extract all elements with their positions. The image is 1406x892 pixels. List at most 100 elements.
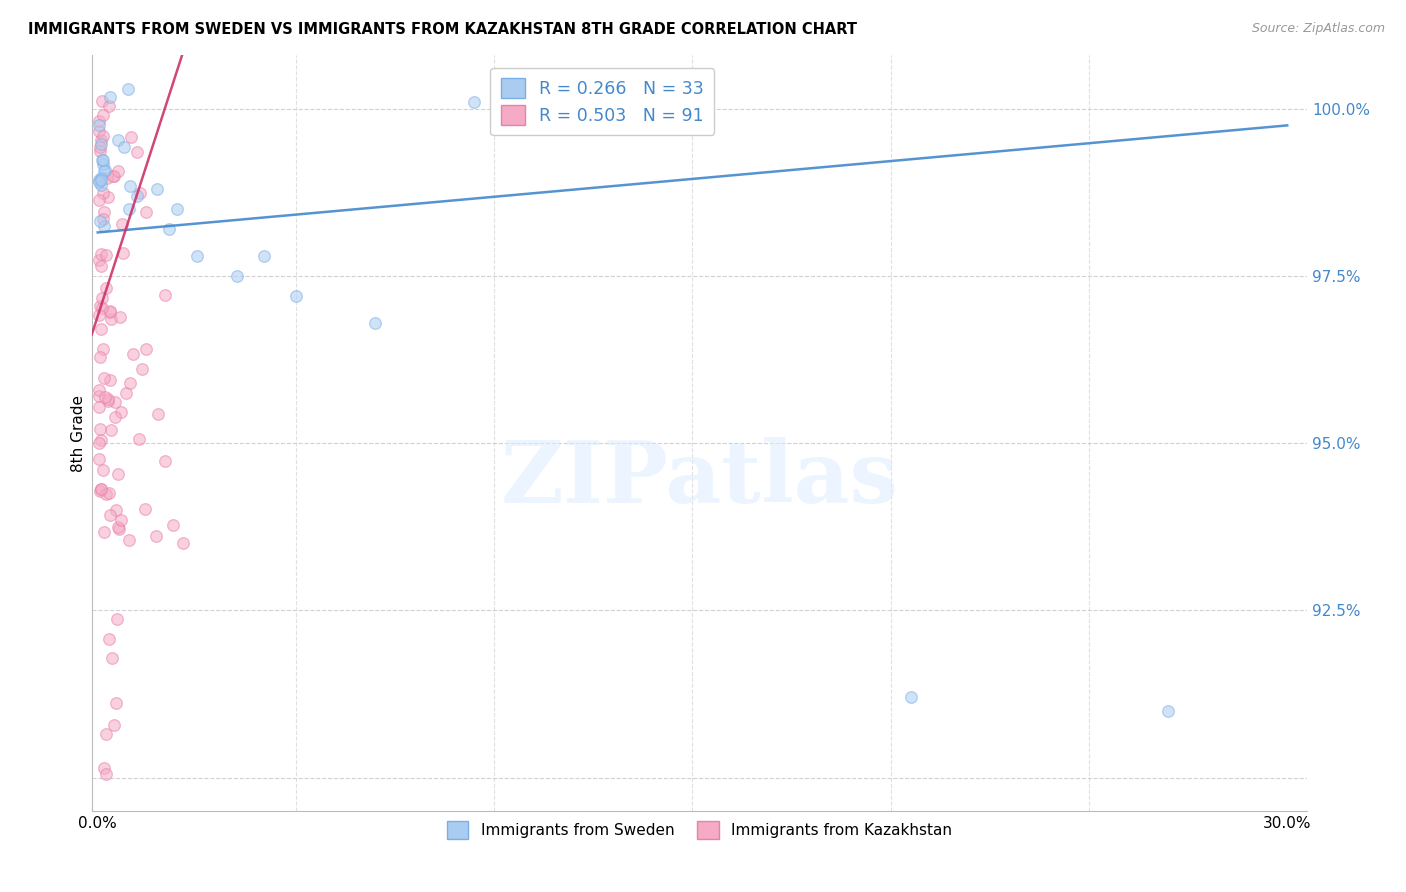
Point [125, 145, 148, 159]
Point [97, 486, 120, 500]
Point [97, 392, 120, 406]
Point [108, 522, 131, 536]
Point [157, 222, 180, 236]
Point [112, 139, 135, 153]
Point [100, 423, 122, 437]
Point [87, 252, 110, 267]
Point [89, 322, 111, 336]
Point [98, 305, 121, 319]
Point [172, 536, 194, 550]
Point [153, 453, 176, 467]
Point [87, 119, 110, 133]
Point [89, 140, 111, 154]
Point [100, 508, 122, 522]
Point [97, 393, 120, 408]
Point [89, 422, 111, 436]
Point [97, 190, 120, 204]
Point [94, 767, 117, 781]
Point [93, 219, 115, 233]
Point [91, 186, 114, 200]
Legend: Immigrants from Sweden, Immigrants from Kazakhstan: Immigrants from Sweden, Immigrants from … [441, 815, 957, 845]
Point [91, 463, 114, 477]
Point [285, 289, 308, 303]
Text: IMMIGRANTS FROM SWEDEN VS IMMIGRANTS FROM KAZAKHSTAN 8TH GRADE CORRELATION CHART: IMMIGRANTS FROM SWEDEN VS IMMIGRANTS FRO… [28, 22, 858, 37]
Point [94, 162, 117, 177]
Point [90, 133, 112, 147]
Point [103, 169, 125, 183]
Point [463, 95, 485, 109]
Point [93, 761, 115, 775]
Point [118, 533, 141, 548]
Point [89, 299, 111, 313]
Point [162, 517, 184, 532]
Point [135, 343, 157, 357]
Point [110, 405, 132, 419]
Point [253, 249, 276, 263]
Text: ZIPatlas: ZIPatlas [501, 436, 898, 521]
Point [89, 483, 111, 498]
Point [103, 717, 125, 731]
Point [89, 350, 111, 364]
Point [87, 193, 110, 207]
Point [91, 153, 114, 167]
Point [111, 217, 134, 231]
Point [91, 212, 114, 227]
Point [120, 376, 142, 390]
Point [661, 102, 683, 116]
Point [91, 128, 114, 143]
Point [134, 501, 156, 516]
Point [87, 123, 110, 137]
Point [120, 130, 142, 145]
Point [145, 528, 167, 542]
Point [87, 308, 110, 322]
Point [118, 202, 141, 216]
Point [90, 259, 112, 273]
Point [1157, 704, 1180, 718]
Point [91, 153, 114, 167]
Point [104, 409, 127, 424]
Point [146, 407, 169, 421]
Point [135, 204, 157, 219]
Point [105, 612, 128, 626]
Point [90, 433, 112, 447]
Point [107, 520, 129, 534]
Point [89, 144, 111, 158]
Point [100, 374, 122, 388]
Point [91, 107, 114, 121]
Text: Source: ZipAtlas.com: Source: ZipAtlas.com [1251, 22, 1385, 36]
Point [93, 524, 115, 539]
Point [87, 175, 110, 189]
Point [90, 136, 112, 151]
Point [96, 170, 118, 185]
Point [900, 690, 922, 705]
Point [93, 371, 115, 385]
Point [98, 90, 121, 104]
Point [98, 632, 121, 647]
Point [90, 482, 112, 496]
Point [87, 173, 110, 187]
Point [89, 213, 111, 227]
Point [128, 186, 150, 200]
Point [87, 389, 110, 403]
Point [90, 247, 112, 261]
Point [111, 246, 134, 260]
Point [87, 383, 110, 397]
Point [90, 178, 112, 193]
Point [225, 268, 247, 283]
Point [87, 400, 110, 414]
Point [91, 157, 114, 171]
Point [101, 169, 124, 184]
Point [91, 301, 114, 315]
Point [107, 467, 129, 482]
Point [93, 205, 115, 219]
Point [117, 82, 139, 96]
Point [87, 451, 110, 466]
Point [97, 98, 120, 112]
Point [90, 291, 112, 305]
Point [110, 513, 132, 527]
Point [107, 133, 129, 147]
Point [100, 304, 122, 318]
Point [87, 435, 110, 450]
Point [105, 503, 128, 517]
Point [90, 482, 112, 496]
